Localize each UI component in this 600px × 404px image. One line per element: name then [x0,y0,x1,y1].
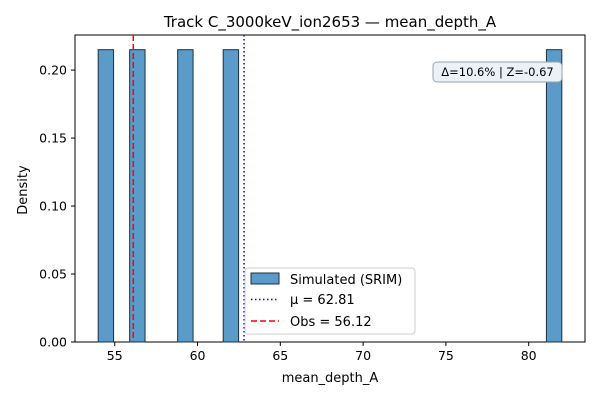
y-tick-label: 0.10 [39,199,67,214]
histogram-bar-5 [545,49,563,343]
legend-label-obs: Obs = 56.12 [290,315,372,330]
x-tick-label: 65 [272,348,288,363]
histogram-bar-4 [222,49,240,343]
x-axis: 55 60 65 70 75 80 [107,342,537,363]
chart-title: Track C_3000keV_ion2653 — mean_depth_A [163,13,497,32]
x-tick-label: 60 [190,348,206,363]
annotation-background [432,61,563,83]
histogram-bar-1 [97,49,115,343]
legend: Simulated (SRIM) μ = 62.81 Obs = 56.12 [244,267,416,335]
y-axis: 0.00 0.05 0.10 0.15 0.20 [39,63,75,350]
histogram-bar-3 [177,49,194,343]
x-tick-label: 55 [107,348,123,363]
histogram-bar-2 [129,49,146,343]
stats-annotation: Δ=10.6% | Z=-0.67 [432,61,563,83]
legend-label-simulated: Simulated (SRIM) [290,273,402,288]
y-tick-label: 0.00 [39,335,67,350]
x-axis-label: mean_depth_A [282,371,379,386]
y-tick-label: 0.05 [39,267,67,282]
legend-frame [244,267,416,335]
legend-swatch-simulated [250,272,280,285]
histogram-bars [97,49,563,343]
y-tick-label: 0.15 [39,131,67,146]
legend-label-mean: μ = 62.81 [290,293,355,308]
reference-lines [132,35,245,342]
x-tick-label: 80 [521,348,537,363]
y-axis-label: Density [16,165,31,215]
annotation-text: Δ=10.6% | Z=-0.67 [441,65,554,79]
x-tick-label: 70 [355,348,371,363]
y-tick-label: 0.20 [39,63,67,78]
x-tick-label: 75 [438,348,454,363]
